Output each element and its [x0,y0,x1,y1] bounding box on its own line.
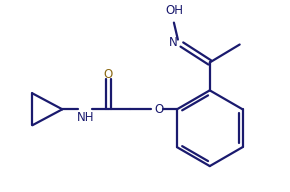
Text: N: N [169,36,178,49]
Text: O: O [154,103,164,116]
Text: NH: NH [77,111,94,124]
Text: OH: OH [165,4,183,17]
Text: O: O [104,68,113,81]
